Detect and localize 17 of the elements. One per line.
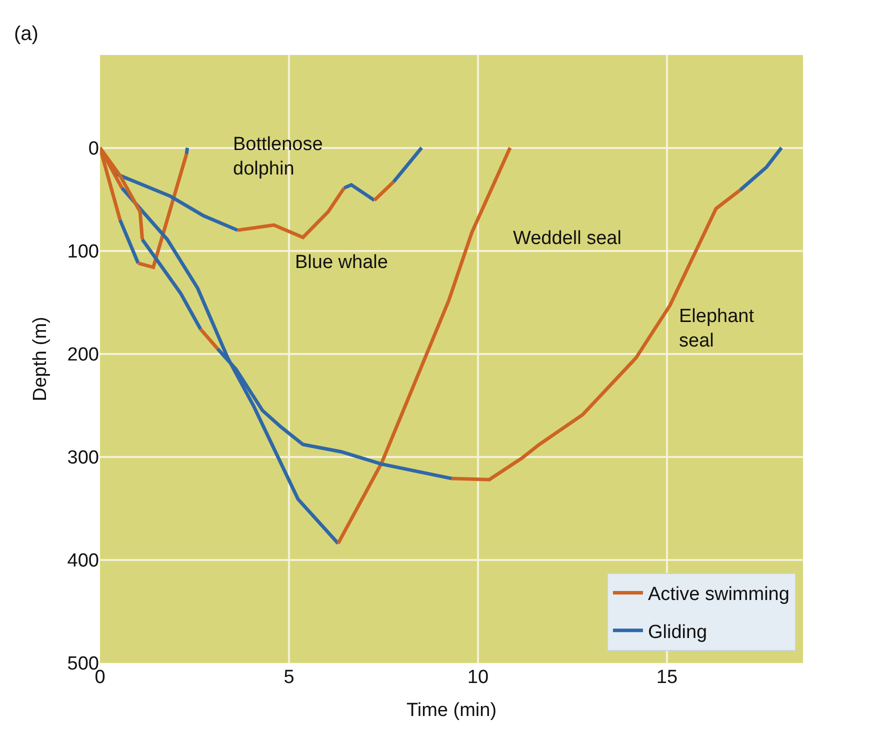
text: (a) — [14, 23, 38, 45]
y-tick-label: 200 — [67, 344, 99, 366]
annotation: Blue whale — [295, 252, 388, 273]
y-tick-label: 300 — [67, 448, 99, 469]
x-tick-label: 5 — [284, 667, 294, 688]
legend-label: Gliding — [648, 622, 708, 643]
legend-label: Active swimming — [648, 584, 790, 606]
y-axis-title: Depth (m) — [30, 316, 52, 402]
annotation: Weddell seal — [513, 228, 622, 249]
annotation: Elephant seal — [679, 306, 755, 352]
y-tick-label: 400 — [67, 550, 99, 572]
y-tick-label: 100 — [67, 241, 99, 262]
x-axis-title: Time (min) — [406, 700, 497, 721]
annotation: Bottlenose dolphin — [233, 134, 323, 180]
x-tick-label: 10 — [467, 667, 489, 688]
x-tick-label: 15 — [656, 667, 678, 688]
y-tick-label: 0 — [88, 138, 99, 160]
